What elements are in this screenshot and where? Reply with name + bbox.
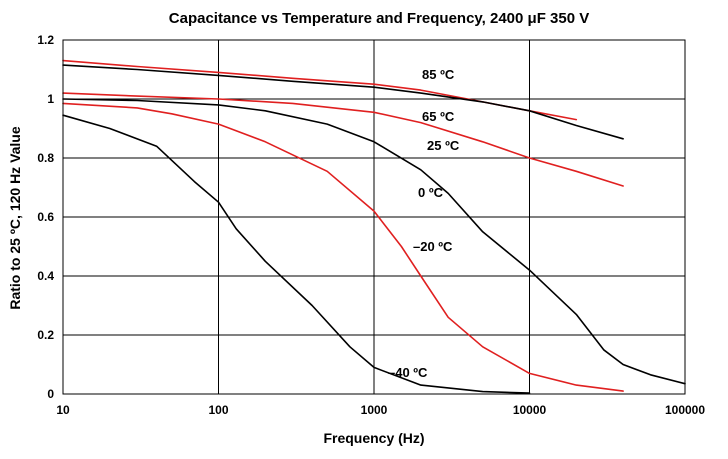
series-line [62,64,624,140]
chart-title: Capacitance vs Temperature and Frequency… [169,10,589,27]
x-tick-label: 10000 [513,403,547,417]
plot-frame [62,39,686,395]
x-tick-label: 1000 [361,403,388,417]
series-label: 0 ºC [418,185,444,200]
y-tick-label: 0.2 [37,328,54,342]
y-tick-label: 0 [47,387,54,401]
tick-labels: 0 0.2 0.4 0.6 0.8 1 1.2 10 100 1000 10000 100000 [37,33,705,417]
y-tick-label: 0.4 [37,269,54,283]
series-label: 25 ºC [427,138,460,153]
series-label: –20 ºC [413,239,453,254]
series-line [62,114,531,394]
x-tick-label: 10 [56,403,70,417]
series-labels: 85 ºC 65 ºC 25 ºC 0 ºC –20 ºC –40 ºC [388,67,460,380]
series-label: 85 ºC [422,67,455,82]
y-tick-label: 1.2 [37,33,54,47]
series-line [62,92,624,187]
y-tick-label: 0.6 [37,210,54,224]
series-line [62,98,686,385]
series-label: 65 ºC [422,109,455,124]
x-tick-label: 100000 [665,403,705,417]
series-label: –40 ºC [388,365,428,380]
series-layer [62,59,686,394]
y-tick-label: 0.8 [37,151,54,165]
x-tick-label: 100 [208,403,228,417]
y-tick-label: 1 [47,92,54,106]
grid [63,40,685,394]
series-line [62,102,624,392]
x-axis-title: Frequency (Hz) [323,430,424,446]
y-axis-title: Ratio to 25 ºC, 120 Hz Value [7,126,23,309]
